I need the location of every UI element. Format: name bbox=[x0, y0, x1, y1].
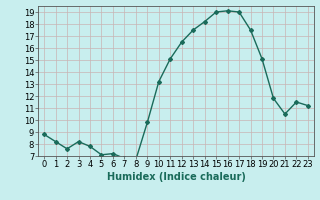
X-axis label: Humidex (Indice chaleur): Humidex (Indice chaleur) bbox=[107, 172, 245, 182]
